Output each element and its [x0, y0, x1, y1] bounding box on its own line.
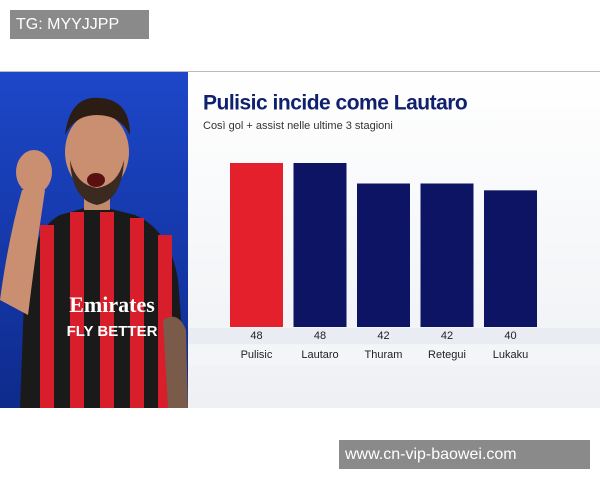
x-tick-label: Pulisic: [241, 349, 273, 361]
x-tick-label: Retegui: [428, 349, 466, 361]
bar: [420, 183, 474, 327]
chart-subtitle: Così gol + assist nelle ultime 3 stagion…: [203, 120, 393, 132]
value-label: 48: [250, 330, 262, 342]
value-label: 42: [377, 330, 389, 342]
watermark-box: [339, 440, 590, 469]
watermark-text: www.cn-vip-baowei.com: [344, 446, 517, 463]
bars: 48 Pulisic 48 Lautaro 42 Thuram 42 Retegui 40 Luk…: [230, 163, 537, 361]
value-band: [188, 328, 600, 344]
x-tick-label: Thuram: [365, 349, 403, 361]
bar: [293, 163, 347, 327]
value-label: 48: [314, 330, 326, 342]
player-photo: Emirates FLY BETTER: [0, 72, 188, 408]
bar: [484, 190, 537, 327]
chart-title: Pulisic incide come Lautaro: [203, 92, 467, 115]
svg-text:FLY BETTER: FLY BETTER: [67, 323, 158, 340]
svg-text:Emirates: Emirates: [69, 292, 155, 317]
value-label: 42: [441, 330, 453, 342]
label-band: [188, 345, 600, 365]
bar: [357, 183, 410, 327]
bar: [230, 163, 283, 327]
watermark-box: [10, 10, 149, 39]
x-tick-label: Lukaku: [493, 349, 528, 361]
x-tick-label: Lautaro: [301, 349, 338, 361]
value-label: 40: [504, 330, 516, 342]
watermark-text: TG: MYYJJPP: [16, 16, 119, 33]
